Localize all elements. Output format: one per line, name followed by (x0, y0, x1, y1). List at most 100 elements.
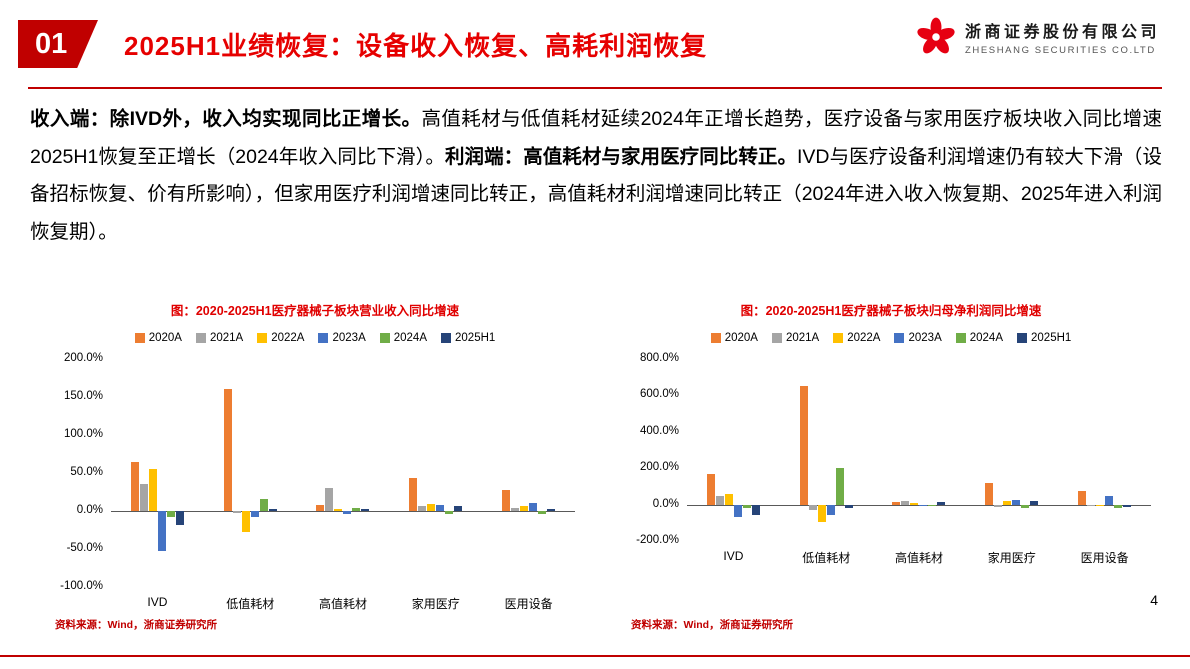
bar-2021A-家用医疗 (994, 504, 1003, 508)
legend-label: 2020A (148, 332, 182, 344)
chart-legend: 2020A 2021A 2022A 2023A 2024A 2025H1 (631, 332, 1151, 344)
bar-slot (985, 359, 994, 541)
bar-slot (343, 359, 352, 587)
y-axis-tick-label: 200.0% (63, 352, 103, 364)
bar-2023A-高值耗材 (343, 511, 352, 515)
bar-slot (1123, 359, 1132, 541)
legend-swatch-icon (257, 333, 268, 343)
bar-2024A-医用设备 (538, 511, 547, 515)
bar-2020A-医用设备 (1078, 490, 1087, 505)
bar-slot (529, 359, 538, 587)
legend-label: 2024A (969, 332, 1004, 344)
bar-slot (826, 359, 835, 541)
bar-2023A-高值耗材 (919, 504, 928, 507)
legend-item: 2021A (771, 332, 819, 344)
legend-item: 2025H1 (441, 332, 495, 344)
bar-2025H1-高值耗材 (937, 502, 946, 505)
bar-2022A-IVD (724, 493, 733, 505)
bar-2024A-低值耗材 (835, 468, 844, 505)
bar-slot (715, 359, 724, 541)
charts-row: 图：2020-2025H1医疗器械子板块营业收入同比增速 2020A 2021A 2… (55, 300, 1165, 632)
bar-2022A-低值耗材 (241, 511, 250, 533)
legend-swatch-icon (894, 333, 905, 343)
legend-swatch-icon (441, 333, 452, 343)
bar-slot (268, 359, 277, 587)
bar-slot (409, 359, 418, 587)
bar-2023A-低值耗材 (250, 511, 259, 518)
legend-item: 2021A (195, 332, 243, 344)
y-axis-tick-label: 150.0% (63, 390, 103, 402)
legend-label: 2024A (393, 332, 428, 344)
bar-2021A-IVD (715, 495, 724, 505)
paragraph-segment: 高值耗材与低值耗材延续2024年正增长趋势，医疗设备与家用医疗板块收入同比增速2… (30, 108, 1162, 168)
legend-item: 2023A (318, 332, 366, 344)
bar-group (389, 359, 482, 587)
source-note: 资料来源：Wind，浙商证券研究所 (55, 619, 218, 631)
bar-slot (325, 359, 334, 587)
bar-slot (742, 359, 751, 541)
bar-2024A-家用医疗 (445, 511, 454, 515)
company-logo-icon (917, 17, 955, 54)
zero-axis-line (687, 504, 1151, 506)
bar-slot (1105, 359, 1114, 541)
legend-swatch-icon (833, 333, 844, 343)
bar-slot (166, 359, 175, 587)
x-axis-category-label: 低值耗材 (802, 551, 851, 565)
y-axis: 800.0% 600.0% 400.0% 200.0% 0.0% -200.0% (631, 352, 687, 546)
bar-slot (538, 359, 547, 587)
bar-2021A-低值耗材 (232, 511, 241, 514)
legend-label: 2020A (724, 332, 758, 344)
bar-group (204, 359, 297, 587)
bar-slot (241, 359, 250, 587)
bar-2024A-家用医疗 (1021, 504, 1030, 509)
paragraph-bold-segment: 利润端：高值耗材与家用医疗同比转正。 (444, 145, 797, 168)
company-name-cn: 浙商证券股份有限公司 (964, 24, 1160, 41)
bar-slot (901, 359, 910, 541)
bar-slot (352, 359, 361, 587)
bar-2025H1-医用设备 (1123, 504, 1132, 508)
legend-label: 2025H1 (455, 332, 496, 344)
legend-item: 2024A (379, 332, 428, 344)
company-name-en: ZHESHANG SECURITIES CO.LTD (964, 45, 1156, 56)
bar-slot (1021, 359, 1030, 541)
legend-swatch-icon (955, 333, 966, 343)
bar-slot (361, 359, 370, 587)
company-logo: 浙商证券股份有限公司 ZHESHANG SECURITIES CO.LTD (915, 16, 1160, 58)
bar-group (1058, 359, 1151, 541)
bar-group (873, 359, 966, 541)
bar-slot (130, 359, 139, 587)
bar-slot (1087, 359, 1096, 541)
bar-2025H1-低值耗材 (268, 508, 277, 511)
bar-slot (175, 359, 184, 587)
bar-slot (511, 359, 520, 587)
legend-label: 2023A (908, 332, 942, 344)
y-axis-tick-label: 400.0% (639, 424, 679, 437)
bar-slot (1012, 359, 1021, 541)
bar-2023A-IVD (157, 511, 166, 551)
zero-axis-line (111, 511, 575, 512)
bar-slot (520, 359, 529, 587)
bar-2022A-低值耗材 (817, 504, 826, 522)
bar-2022A-医用设备 (520, 506, 529, 511)
bar-slot (502, 359, 511, 587)
y-axis-tick-label: -50.0% (66, 542, 103, 554)
bar-slot (316, 359, 325, 587)
x-axis-category-label: 医用设备 (504, 597, 553, 611)
legend-item: 2022A (257, 332, 304, 344)
bar-2021A-高值耗材 (901, 500, 910, 505)
x-axis-category-label: IVD (723, 549, 744, 563)
bar-slot (157, 359, 166, 587)
bar-2021A-医用设备 (1087, 504, 1096, 506)
y-axis-tick-label: 800.0% (639, 352, 679, 364)
legend-label: 2022A (271, 332, 305, 344)
bar-2021A-医用设备 (511, 507, 520, 511)
bar-2020A-IVD (130, 461, 139, 511)
bar-2023A-医用设备 (529, 502, 538, 511)
bar-2025H1-IVD (175, 511, 184, 525)
x-axis-category-label: IVD (147, 595, 168, 609)
bar-2021A-低值耗材 (808, 504, 817, 511)
paragraph-bold-segment: 收入端：除IVD外，收入均实现同比正增长。 (30, 108, 422, 130)
x-axis-category-label: 高值耗材 (318, 597, 367, 611)
revenue-growth-chart: 图：2020-2025H1医疗器械子板块营业收入同比增速 2020A 2021A 2… (55, 300, 575, 632)
x-axis-category-label: 医用设备 (1080, 551, 1129, 565)
